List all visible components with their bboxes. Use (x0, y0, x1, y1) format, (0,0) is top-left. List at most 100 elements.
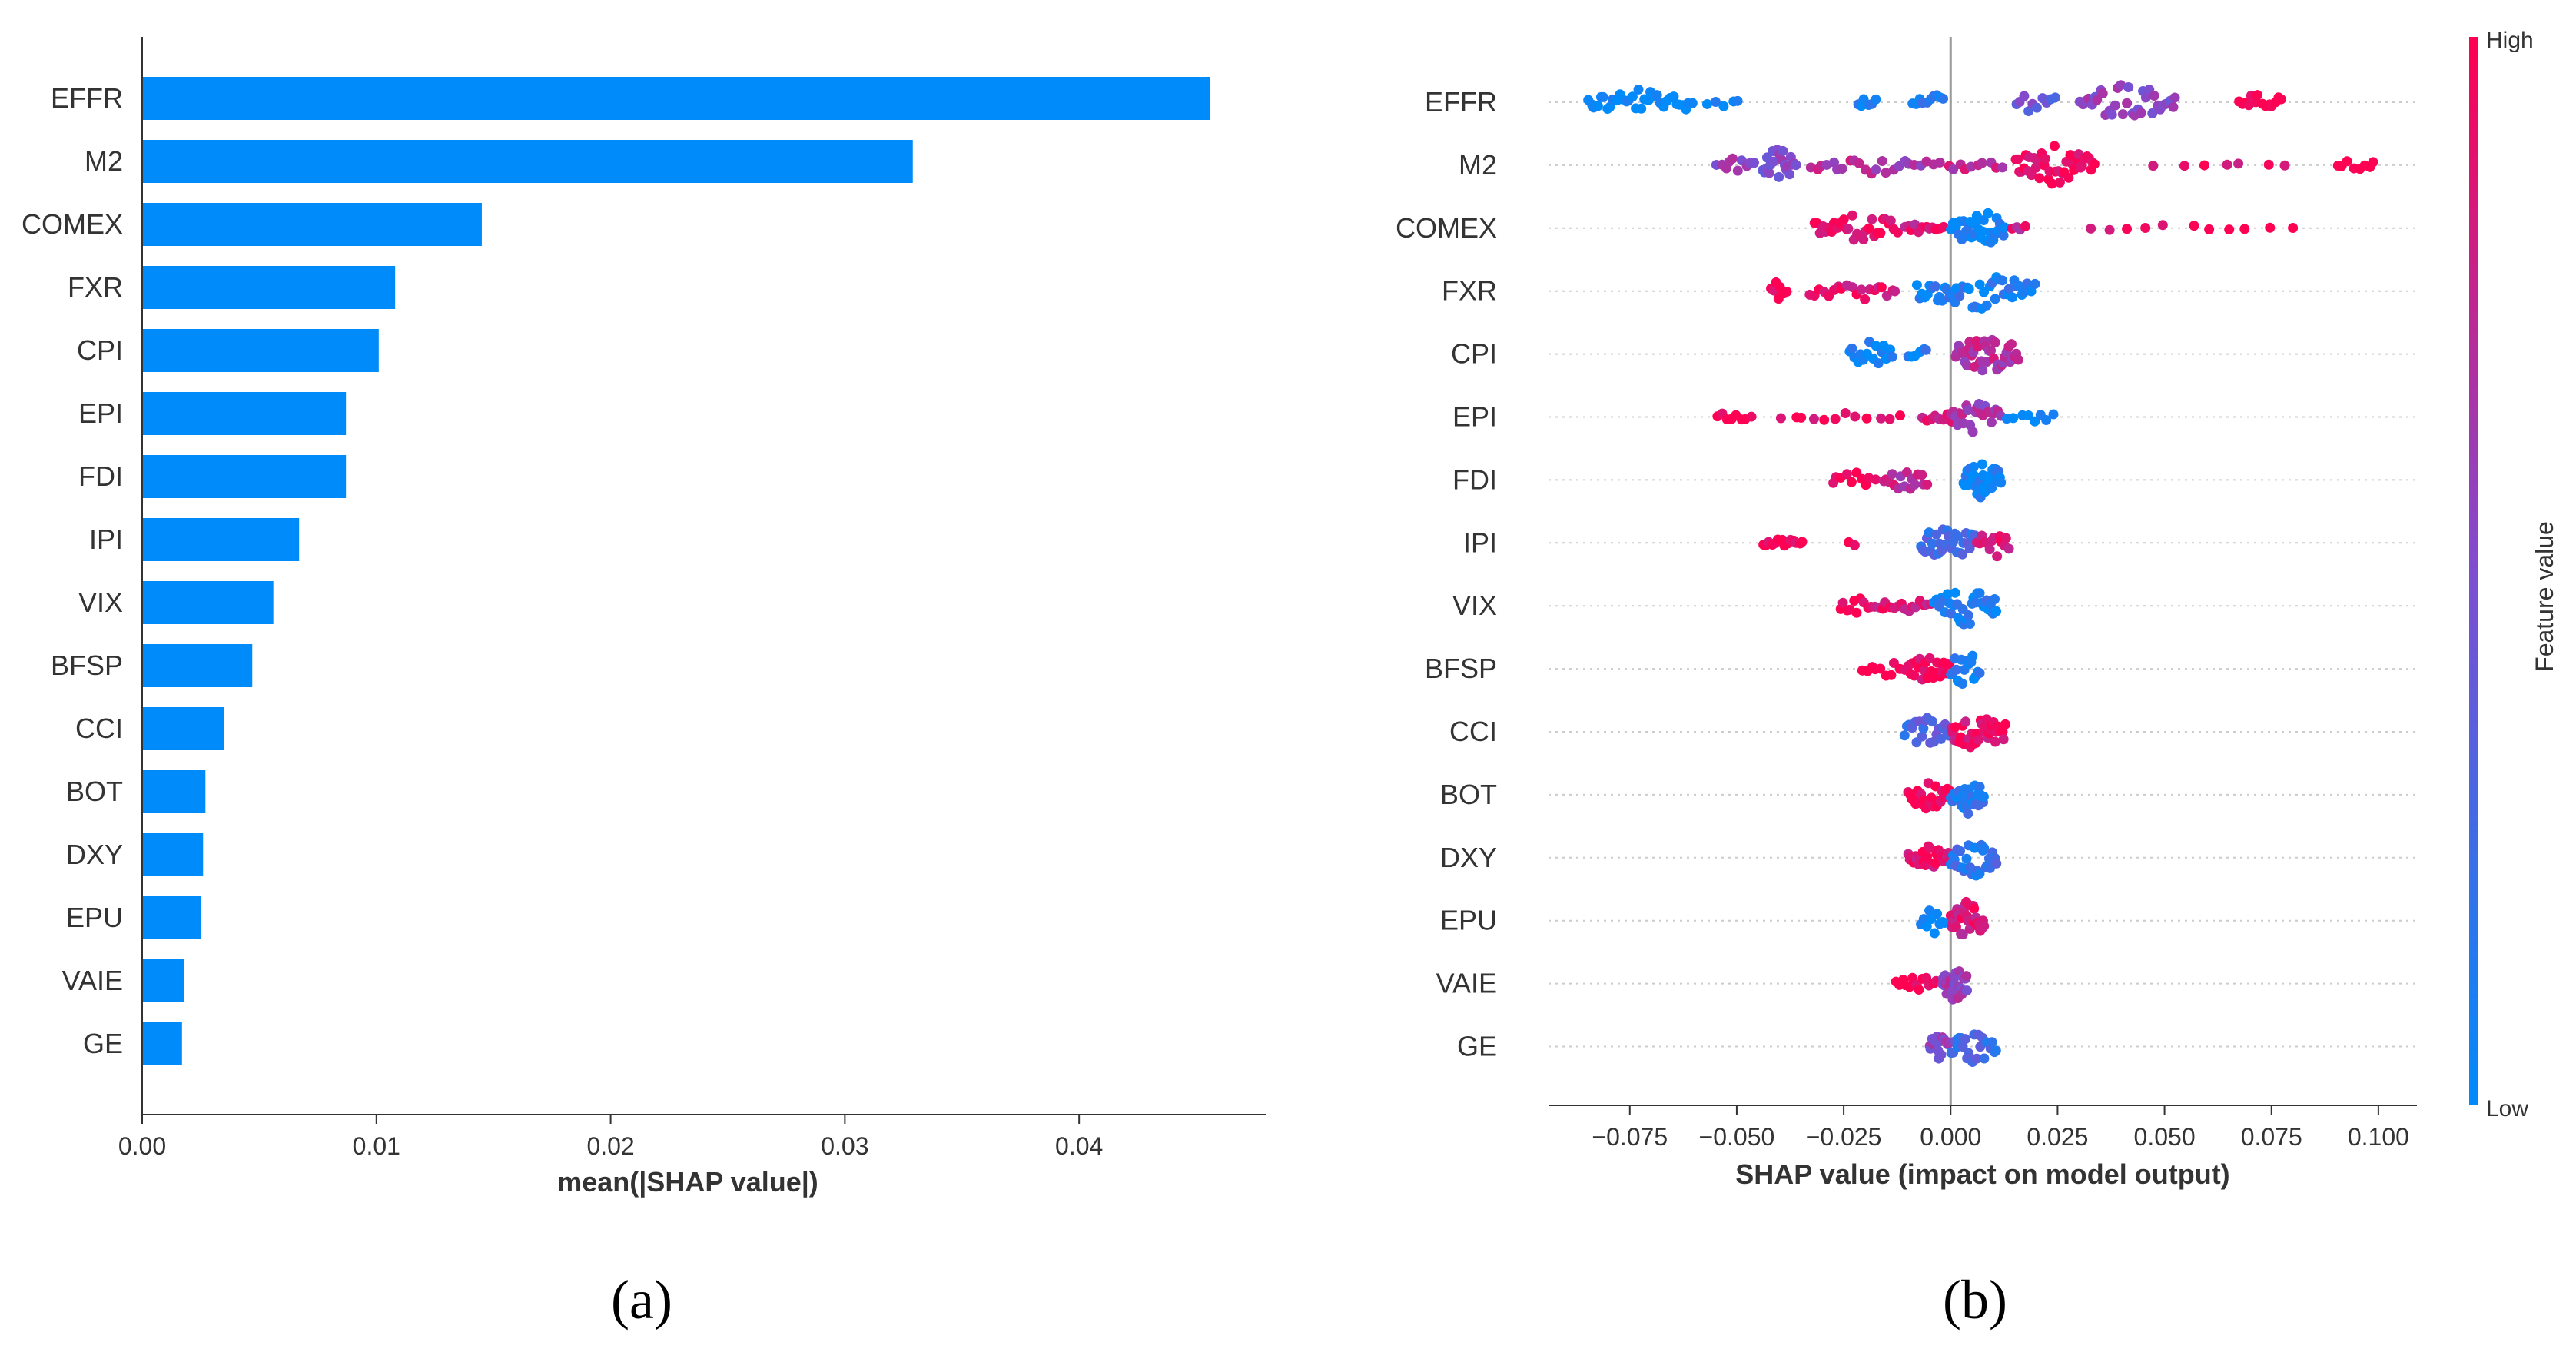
shap-dot-bot (1978, 791, 1989, 802)
y-label-effr: EFFR (51, 82, 123, 114)
y-label-fdi: FDI (78, 460, 123, 492)
x-tick-label: 0.075 (2241, 1123, 2302, 1151)
shap-dot-m2 (2222, 159, 2232, 170)
bar-bfsp (142, 644, 253, 687)
shap-dot-cpi (1920, 344, 1931, 355)
shap-dot-epi (1840, 408, 1851, 419)
shap-dot-fxr (2030, 278, 2040, 289)
bar-cci (142, 707, 224, 750)
shap-dot-bfsp (1924, 653, 1935, 663)
bar-cpi (142, 329, 379, 372)
x-tick-label: 0.000 (1920, 1123, 1981, 1151)
shap-dot-effr (2147, 108, 2158, 118)
shap-dot-ipi (1964, 543, 1975, 553)
shap-dot-fdi (1846, 477, 1857, 487)
shap-dot-comex (2288, 223, 2299, 234)
shap-dot-fxr (2007, 292, 2017, 303)
shap-dot-bot (1974, 782, 1985, 792)
shap-dot-ipi (2003, 543, 2014, 554)
shap-dot-comex (2224, 224, 2235, 235)
shap-dot-bfsp (1967, 650, 1978, 661)
shap-dot-dxy (1961, 853, 1972, 864)
shap-dot-comex (1847, 210, 1857, 221)
shap-dot-effr (2019, 91, 2030, 101)
shap-dot-m2 (2026, 170, 2037, 181)
shap-dot-cci (1936, 733, 1947, 744)
shap-dot-vaie (1961, 971, 1972, 982)
shap-dot-m2 (1877, 156, 1887, 167)
shap-dot-epi (1850, 411, 1861, 422)
shap-dot-cpi (1986, 345, 1997, 356)
shap-dot-m2 (2034, 173, 2045, 184)
shap-dot-ge (1971, 1053, 1982, 1064)
shap-dot-fxr (1954, 291, 1965, 301)
shap-dot-bfsp (1974, 668, 1985, 679)
shap-dot-ipi (1992, 551, 2003, 562)
y-label-epi: EPI (1452, 401, 1497, 433)
y-tick-labels: EFFR M2 COMEX FXR CPI EPI FDI IPI VIX BFSP CCI BOT D… (22, 82, 123, 1059)
y-label-fxr: FXR (1442, 275, 1497, 307)
shap-dot-comex (1843, 224, 1854, 234)
colorbar (2469, 37, 2478, 1105)
y-label-ipi: IPI (89, 523, 123, 555)
shap-dot-fxr (1997, 275, 2008, 286)
shap-dot-effr (2169, 92, 2180, 103)
y-label-dxy: DXY (1440, 842, 1497, 873)
shap-dot-bfsp (1951, 664, 1962, 675)
shap-dot-epi (1861, 413, 1872, 424)
y-tick-labels: EFFR M2 COMEX FXR CPI EPI FDI IPI VIX BFSP CCI BOT D… (1396, 86, 1497, 1062)
x-tick-label: −0.075 (1592, 1123, 1668, 1151)
shap-dot-comex (1998, 230, 2009, 241)
shap-dot-fxr (2003, 284, 2014, 294)
shap-dot-m2 (2199, 160, 2209, 171)
y-label-fdi: FDI (1452, 464, 1497, 495)
shap-dot-effr (1668, 91, 1679, 102)
shap-dot-comex (1875, 228, 1886, 238)
shap-dot-m2 (2049, 141, 2060, 151)
shap-dot-bfsp (1957, 679, 1968, 689)
shap-dot-comex (1838, 214, 1849, 225)
shap-dot-dxy (1979, 842, 1990, 853)
shap-dot-vix (1851, 607, 1862, 618)
shap-dot-fxr (1930, 281, 1940, 292)
shap-dot-vaie (1961, 985, 1972, 996)
shap-dot-effr (2117, 109, 2128, 120)
shap-dot-fdi (1887, 469, 1897, 480)
shap-dot-comex (2086, 223, 2096, 234)
y-label-vaie: VAIE (62, 965, 123, 996)
shap-dot-effr (2140, 92, 2151, 103)
shap-dot-comex (2104, 224, 2115, 235)
shap-dot-comex (2204, 224, 2215, 234)
shap-dot-ipi (1849, 540, 1860, 550)
shap-dot-effr (2149, 91, 2159, 101)
shap-dot-epu (1957, 929, 1968, 940)
shap-dot-m2 (1837, 164, 1847, 174)
x-tick-label: −0.050 (1699, 1123, 1775, 1151)
shap-dot-cpi (1873, 358, 1884, 369)
shap-dot-vaie (1947, 986, 1957, 997)
shap-dot-comex (2140, 222, 2151, 233)
shap-dot-vix (1942, 589, 1953, 600)
shap-dot-cpi (2006, 339, 2017, 350)
shap-dot-epi (1967, 427, 1978, 437)
shap-dot-ipi (1984, 544, 1995, 555)
shap-dot-effr (2122, 98, 2133, 108)
shap-dot-cci (1950, 722, 1960, 733)
shap-dot-comex (2122, 224, 2133, 234)
y-label-fxr: FXR (68, 271, 123, 303)
y-label-vix: VIX (1452, 590, 1497, 621)
shap-dot-fxr (1890, 286, 1900, 297)
shap-dot-cpi (1887, 351, 1897, 362)
shap-dot-comex (2265, 222, 2276, 233)
shap-dot-epi (1895, 410, 1906, 421)
shap-dot-bfsp (1875, 663, 1886, 674)
shap-dot-effr (1710, 97, 1721, 108)
shap-dot-ipi (1927, 538, 1937, 549)
bar-ge (142, 1022, 182, 1065)
shap-dot-ge (1957, 1042, 1968, 1052)
shap-dot-effr (1592, 101, 1603, 111)
shap-dot-vix (1974, 588, 1985, 599)
shap-dot-comex (1867, 214, 1877, 224)
x-axis-title: mean(|SHAP value|) (557, 1166, 818, 1198)
shap-dot-m2 (1934, 157, 1945, 168)
